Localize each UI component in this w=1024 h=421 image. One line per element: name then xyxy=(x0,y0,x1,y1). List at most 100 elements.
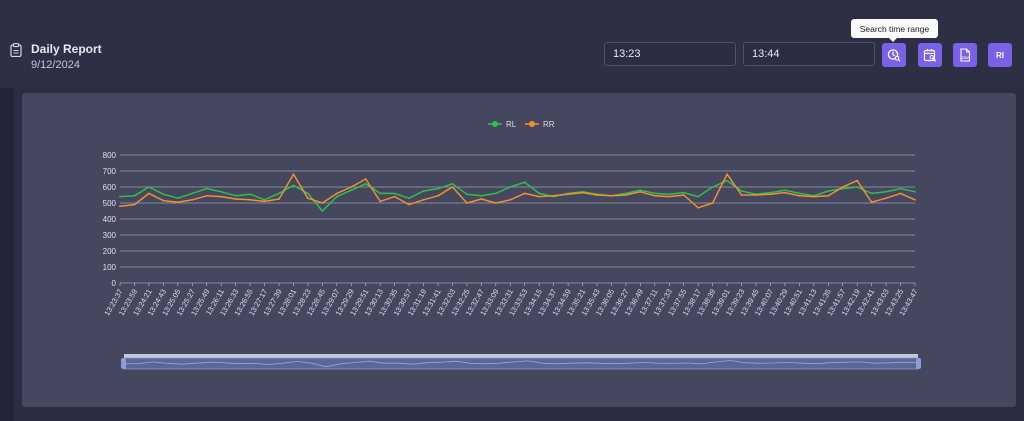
data-point-rr xyxy=(740,194,743,196)
data-point-rr xyxy=(292,173,295,176)
ri-button[interactable]: RI xyxy=(988,43,1012,67)
data-point-rr xyxy=(914,198,916,201)
data-point-rl xyxy=(885,190,887,193)
data-point-rl xyxy=(726,179,728,182)
data-point-rr xyxy=(726,173,728,176)
data-point-rr xyxy=(364,178,367,180)
data-point-rr xyxy=(827,194,830,197)
clock-search-icon xyxy=(887,49,901,62)
data-point-rr xyxy=(393,195,396,198)
data-point-rr xyxy=(885,197,887,200)
data-point-rr xyxy=(191,198,194,201)
y-tick-label: 700 xyxy=(103,167,117,176)
data-point-rl xyxy=(899,187,902,190)
data-point-rl xyxy=(769,191,772,194)
clipboard-icon xyxy=(10,43,22,57)
report-header: Daily Report 9/12/2024 xyxy=(10,42,102,71)
data-point-rr xyxy=(335,192,338,195)
data-point-rr xyxy=(682,194,685,196)
zoom-slider-preview-line xyxy=(123,360,919,368)
series-line-rl xyxy=(119,179,916,212)
calendar-search-button[interactable] xyxy=(918,43,942,67)
data-point-rl xyxy=(335,195,338,198)
data-point-rr xyxy=(408,203,410,206)
data-point-rr xyxy=(523,192,526,195)
data-point-rr xyxy=(653,194,656,197)
data-point-rl xyxy=(494,192,497,195)
data-point-rl xyxy=(466,193,468,196)
data-point-rl xyxy=(914,190,916,193)
data-point-rl xyxy=(625,192,627,195)
data-point-rl xyxy=(321,210,324,212)
y-tick-label: 200 xyxy=(103,247,117,256)
csv-export-button[interactable]: CSV xyxy=(953,43,977,67)
data-point-rr xyxy=(610,194,613,197)
data-point-rl xyxy=(798,192,801,195)
data-point-rr xyxy=(205,194,208,197)
y-tick-label: 0 xyxy=(112,279,117,288)
data-point-rl xyxy=(856,186,859,188)
data-point-rl xyxy=(176,197,179,200)
data-point-rl xyxy=(740,190,743,192)
data-point-rr xyxy=(249,198,251,201)
data-point-rl xyxy=(364,182,367,185)
left-sidebar-strip xyxy=(0,88,14,421)
data-point-rl xyxy=(538,192,541,195)
data-point-rr xyxy=(466,202,468,204)
data-point-rl xyxy=(451,182,454,185)
data-point-rr xyxy=(755,194,757,196)
legend-marker-rr xyxy=(529,121,535,127)
data-point-rr xyxy=(870,201,873,204)
data-point-rr xyxy=(350,186,353,188)
chart-panel: 0 100 200 300 400 500 600 700 800 13:23:37 13:23:5… xyxy=(22,93,1016,407)
data-point-rr xyxy=(437,194,439,197)
data-point-rr xyxy=(220,195,223,198)
data-point-rl xyxy=(119,195,121,198)
data-point-rr xyxy=(278,198,280,200)
data-point-rr xyxy=(494,202,497,204)
data-point-rr xyxy=(509,198,512,201)
zoom-slider-handle-bar xyxy=(124,354,918,358)
data-point-rr xyxy=(379,200,382,203)
data-point-rr xyxy=(581,191,584,194)
zoom-slider-right-handle[interactable] xyxy=(916,358,921,369)
data-point-rl xyxy=(148,186,150,188)
data-point-rr xyxy=(625,194,627,196)
data-point-rr xyxy=(538,195,541,198)
data-point-rr xyxy=(133,203,136,206)
data-point-rl xyxy=(249,193,251,196)
data-point-rl xyxy=(653,192,656,195)
data-point-rl xyxy=(668,193,671,196)
start-time-input[interactable] xyxy=(604,42,736,66)
end-time-input[interactable] xyxy=(743,42,875,66)
ri-button-label: RI xyxy=(996,50,1004,60)
data-point-rl xyxy=(480,194,483,197)
data-point-rr xyxy=(567,193,569,196)
data-point-rr xyxy=(784,191,786,194)
data-point-rl xyxy=(437,187,439,190)
y-tick-label: 400 xyxy=(103,215,117,224)
data-point-rl xyxy=(784,189,786,192)
csv-file-icon: CSV xyxy=(960,48,971,62)
legend-marker-rl xyxy=(492,121,498,127)
data-point-rr xyxy=(856,179,859,182)
data-point-rl xyxy=(220,190,223,193)
data-point-rl xyxy=(509,186,512,188)
search-time-range-tooltip: Search time range xyxy=(851,19,938,42)
zoom-slider-left-handle[interactable] xyxy=(121,358,126,369)
data-point-rr xyxy=(552,194,555,197)
data-point-rl xyxy=(682,191,685,194)
data-point-rl xyxy=(278,192,280,195)
data-point-rl xyxy=(379,192,382,195)
data-point-rl xyxy=(639,189,642,192)
y-tick-label: 500 xyxy=(103,199,117,208)
report-date: 9/12/2024 xyxy=(31,59,80,71)
y-tick-label: 600 xyxy=(103,183,117,192)
search-time-range-button[interactable] xyxy=(882,43,906,67)
data-point-rl xyxy=(162,193,165,196)
data-point-rr xyxy=(263,200,266,203)
line-chart: 010020030040050060070080013:23:3713:23:5… xyxy=(102,120,921,370)
data-point-rr xyxy=(668,195,671,198)
data-point-rr xyxy=(148,192,150,195)
svg-text:CSV: CSV xyxy=(962,56,970,60)
